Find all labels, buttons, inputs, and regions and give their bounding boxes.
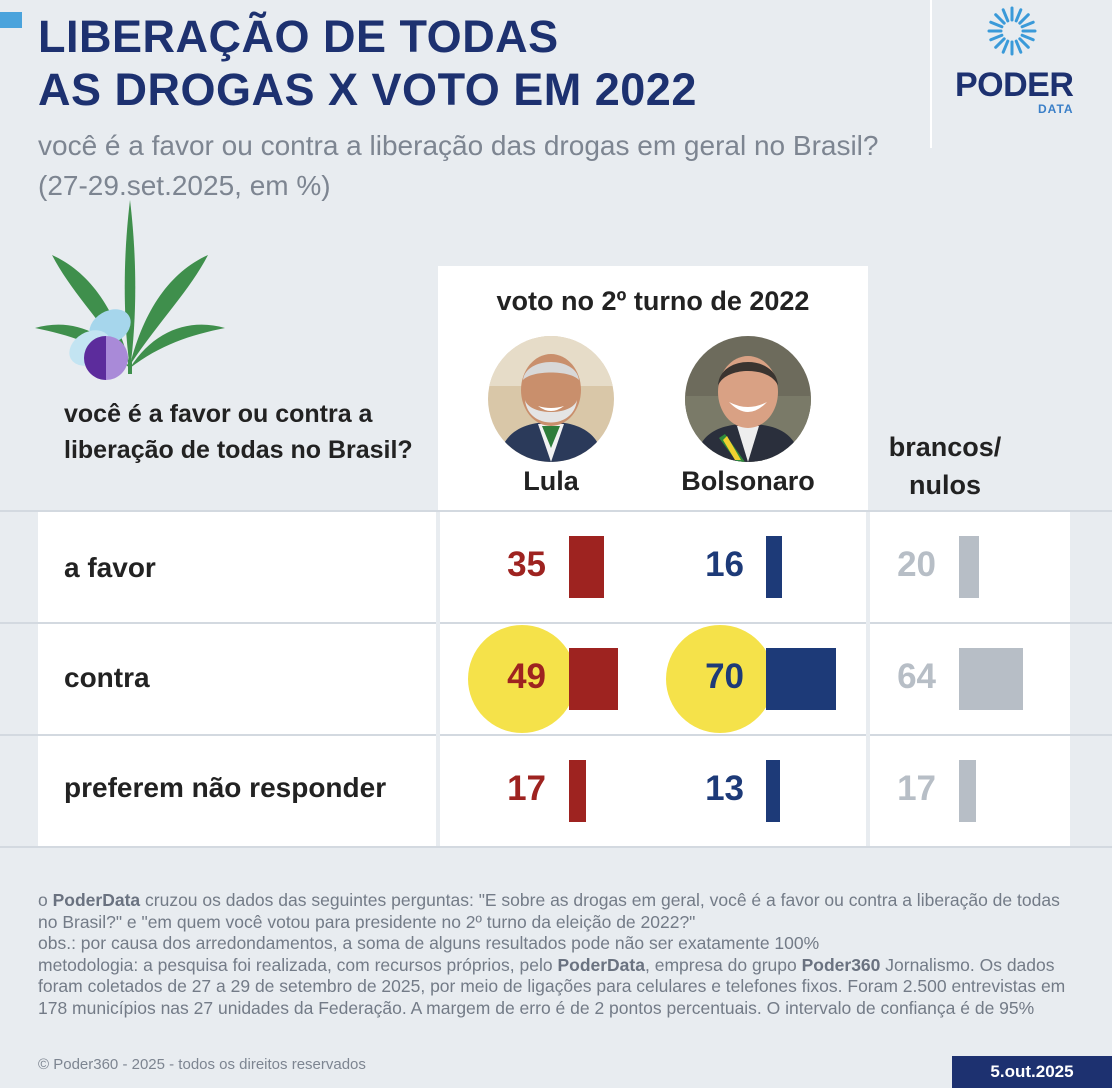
highlight-circle-lula-contra: [468, 625, 576, 733]
title-line-1: LIBERAÇÃO DE TODAS: [38, 11, 559, 62]
notes-obs: obs.: por causa dos arredondamentos, a s…: [38, 933, 820, 953]
value-label-bolsonaro-preferem-nao-responder: 13: [705, 769, 744, 808]
column-header-bolsonaro: Bolsonaro: [681, 466, 815, 496]
row-divider: [0, 510, 1112, 512]
highlight-circle-bolsonaro-contra: [666, 625, 774, 733]
bar-brancos-nulos-a-favor: [959, 536, 979, 598]
column-header-lula: Lula: [523, 466, 579, 496]
page-title: LIBERAÇÃO DE TODAS AS DROGAS X VOTO EM 2…: [38, 10, 697, 116]
bar-bolsonaro-preferem-nao-responder: [766, 760, 780, 822]
row-label-nao-responder: preferem não responder: [64, 772, 387, 803]
copyright: © Poder360 - 2025 - todos os direitos re…: [38, 1056, 366, 1073]
value-label-lula-a-favor: 35: [507, 545, 546, 584]
value-label-bolsonaro-contra: 70: [705, 657, 744, 696]
row-label-contra: contra: [64, 662, 150, 693]
bar-lula-contra: [569, 648, 618, 710]
date-badge: 5.out.2025: [952, 1056, 1112, 1088]
value-label-bolsonaro-a-favor: 16: [705, 545, 744, 584]
logo-subtext: DATA: [1038, 102, 1074, 116]
row-divider: [0, 846, 1112, 848]
value-label-brancos-nulos-preferem-nao-responder: 17: [897, 769, 936, 808]
row-divider: [0, 622, 1112, 624]
bar-bolsonaro-a-favor: [766, 536, 782, 598]
bar-lula-preferem-nao-responder: [569, 760, 586, 822]
value-label-lula-preferem-nao-responder: 17: [507, 769, 546, 808]
table-row: [38, 736, 1070, 846]
question-label: você é a favor ou contra a liberação de …: [64, 400, 413, 464]
page-subtitle: você é a favor ou contra a liberação das…: [38, 130, 879, 201]
logo-divider: [930, 0, 932, 148]
column-divider: [866, 512, 870, 846]
vote-header-panel: voto no 2º turno de 2022 Lula Bolsonar: [438, 266, 868, 510]
cannabis-pill-icon: [35, 200, 225, 380]
row-divider: [0, 734, 1112, 736]
bar-brancos-nulos-preferem-nao-responder: [959, 760, 976, 822]
poderdata-logo: PODER DATA: [950, 4, 1080, 124]
value-label-brancos-nulos-a-favor: 20: [897, 545, 936, 584]
bolsonaro-portrait: [685, 336, 811, 462]
notes-methodology: metodologia: a pesquisa foi realizada, c…: [38, 954, 1066, 1018]
value-label-lula-contra: 49: [507, 657, 546, 696]
bar-brancos-nulos-contra: [959, 648, 1023, 710]
table-row: [38, 512, 1070, 622]
column-header-brancos: brancos/ nulos: [888, 432, 1002, 500]
notes-crossing: o PoderData cruzou os dados das seguinte…: [38, 890, 1060, 932]
logo-wordmark: PODER: [955, 66, 1074, 104]
methodology-notes: o PoderData cruzou os dados das seguinte…: [38, 890, 1078, 1019]
value-label-brancos-nulos-contra: 64: [897, 657, 936, 696]
column-divider: [436, 512, 440, 846]
lula-portrait: [488, 336, 614, 462]
burst-icon: [987, 6, 1037, 56]
vote-group-title: voto no 2º turno de 2022: [496, 286, 810, 316]
bar-bolsonaro-contra: [766, 648, 836, 710]
title-line-2: AS DROGAS X VOTO EM 2022: [38, 64, 697, 115]
row-label-a-favor: a favor: [64, 552, 156, 583]
corner-accent: [0, 12, 22, 28]
bar-lula-a-favor: [569, 536, 604, 598]
